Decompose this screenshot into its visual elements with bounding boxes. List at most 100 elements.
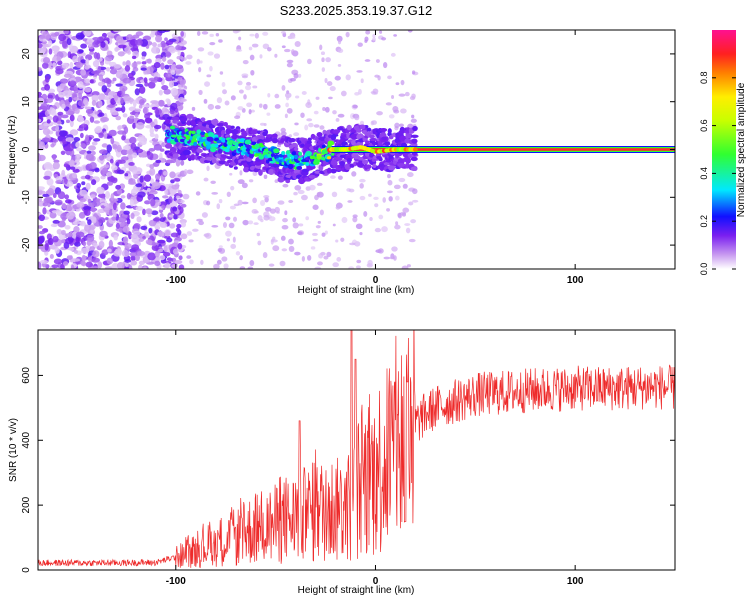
spectrogram-noise-blob [365, 30, 371, 35]
spectrogram-noise-blob [200, 259, 204, 265]
spectrogram-noise-blob [169, 258, 174, 262]
spectrogram-noise-blob [115, 70, 123, 79]
spectrogram-noise-blob [359, 195, 366, 201]
spectrogram-noise-blob [241, 182, 248, 189]
spectrogram-noise-blob [64, 224, 71, 230]
spectrogram-noise-blob [38, 118, 42, 123]
spectrogram-noise-blob [349, 242, 356, 246]
spectrogram-ridge-blob [251, 141, 257, 146]
spectrogram-noise-blob [218, 245, 223, 249]
spectrogram-noise-blob [281, 45, 286, 49]
spectrogram-noise-blob [135, 183, 143, 188]
spectrogram-noise-blob [352, 214, 358, 218]
spectrogram-noise-blob [61, 229, 66, 236]
spectrogram-noise-blob [406, 264, 411, 268]
spectrogram-noise-blob [237, 80, 243, 86]
spectrogram-x-axis-label: Height of straight line (km) [298, 285, 415, 296]
spectrogram-noise-blob [335, 205, 341, 210]
spectrogram-noise-blob [412, 188, 418, 195]
spectrogram-noise-blob [38, 196, 43, 203]
spectrogram-noise-blob [69, 247, 75, 252]
spectrogram-ridge-halo [209, 124, 216, 129]
spectrogram-noise-blob [129, 252, 138, 257]
spectrogram-noise-blob [55, 68, 64, 75]
spectrogram-noise-blob [321, 232, 326, 237]
spectrogram-noise-blob [148, 147, 156, 152]
spectrogram-noise-blob [388, 196, 393, 202]
spectrogram-noise-blob [209, 42, 216, 46]
spectrogram-ridge-halo [411, 138, 418, 144]
spectrogram-ridge-halo [164, 143, 173, 149]
spectrogram-noise-blob [159, 217, 166, 222]
spectrogram-noise-blob [274, 104, 281, 109]
spectrogram-noise-blob [229, 205, 237, 210]
spectrogram-noise-blob [97, 81, 106, 87]
spectrogram-ridge-halo [379, 127, 388, 132]
spectrogram-noise-blob [98, 132, 104, 138]
spectrogram-noise-blob [58, 130, 68, 137]
spectrogram-ridge-blob [214, 143, 219, 148]
spectrogram-noise-blob [262, 31, 269, 36]
spectrogram-noise-blob [381, 37, 387, 41]
spectrogram-ridge-halo [388, 164, 396, 171]
spectrogram-noise-blob [132, 34, 140, 39]
spectrogram-noise-blob [337, 113, 345, 118]
spectrogram-noise-blob [130, 142, 137, 150]
spectrogram-noise-blob [216, 259, 222, 265]
spectrogram-noise-blob [143, 77, 148, 84]
spectrogram-noise-blob [355, 265, 361, 269]
spectrogram-noise-blob [292, 222, 299, 229]
spectrogram-noise-blob [124, 65, 131, 72]
spectrogram-noise-blob [272, 245, 280, 252]
spectrogram-noise-blob [393, 184, 401, 190]
spectrogram-ridge-halo [306, 140, 312, 145]
spectrogram-ridge-blob [321, 144, 326, 149]
spectrogram-noise-blob [391, 94, 395, 99]
spectrogram-noise-blob [348, 266, 355, 269]
spectrogram-noise-blob [132, 169, 137, 175]
spectrogram-ridge-blob [287, 163, 294, 170]
spectrogram-noise-blob [44, 84, 51, 91]
colorbar-tick-label: 0.6 [699, 119, 709, 132]
spectrogram-noise-blob [91, 257, 100, 263]
spectrogram-noise-blob [411, 114, 415, 119]
spectrogram-noise-blob [348, 188, 355, 193]
spectrogram-noise-blob [84, 134, 90, 143]
spectrogram-ridge-halo [250, 129, 259, 135]
spectrogram-noise-blob [54, 199, 63, 206]
spectrogram-noise-blob [111, 216, 117, 221]
spectrogram-noise-blob [38, 67, 42, 72]
spectrogram-noise-blob [207, 51, 214, 56]
spectrogram-noise-blob [165, 40, 174, 46]
spectrogram-noise-blob [137, 191, 146, 198]
spectrogram-noise-blob [132, 122, 136, 129]
spectrogram-noise-blob [49, 211, 57, 219]
spectrogram-noise-blob [400, 79, 405, 86]
spectrogram-noise-blob [317, 261, 323, 266]
spectrogram-noise-blob [40, 102, 48, 109]
spectrogram-noise-blob [332, 110, 337, 115]
spectrogram-noise-blob [141, 56, 146, 60]
spectrogram-noise-blob [359, 120, 365, 126]
spectrogram-noise-blob [388, 114, 395, 119]
snr-series-line [38, 330, 675, 569]
spectrogram-noise-blob [56, 85, 62, 93]
spectrogram-noise-blob [65, 137, 74, 142]
spectrogram-noise-blob [241, 75, 248, 79]
spectrogram-noise-blob [138, 85, 146, 94]
spectrogram-noise-blob [56, 228, 62, 235]
spectrogram-noise-blob [372, 33, 376, 39]
spectrogram-noise-blob [112, 30, 122, 33]
spectrogram-noise-blob [357, 42, 363, 47]
spectrogram-noise-blob [313, 124, 320, 128]
spectrogram-noise-blob [92, 60, 100, 68]
spectrogram-noise-blob [75, 62, 84, 69]
spectrogram-noise-blob [177, 189, 182, 195]
spectrogram-noise-blob [89, 224, 96, 230]
spectrogram-noise-blob [345, 31, 350, 38]
spectrogram-noise-blob [229, 172, 233, 176]
spectrogram-ridge-halo [410, 134, 419, 138]
spectrogram-noise-blob [311, 232, 318, 236]
spectrogram-noise-blob [257, 240, 262, 246]
spectrogram-noise-blob [92, 266, 99, 269]
